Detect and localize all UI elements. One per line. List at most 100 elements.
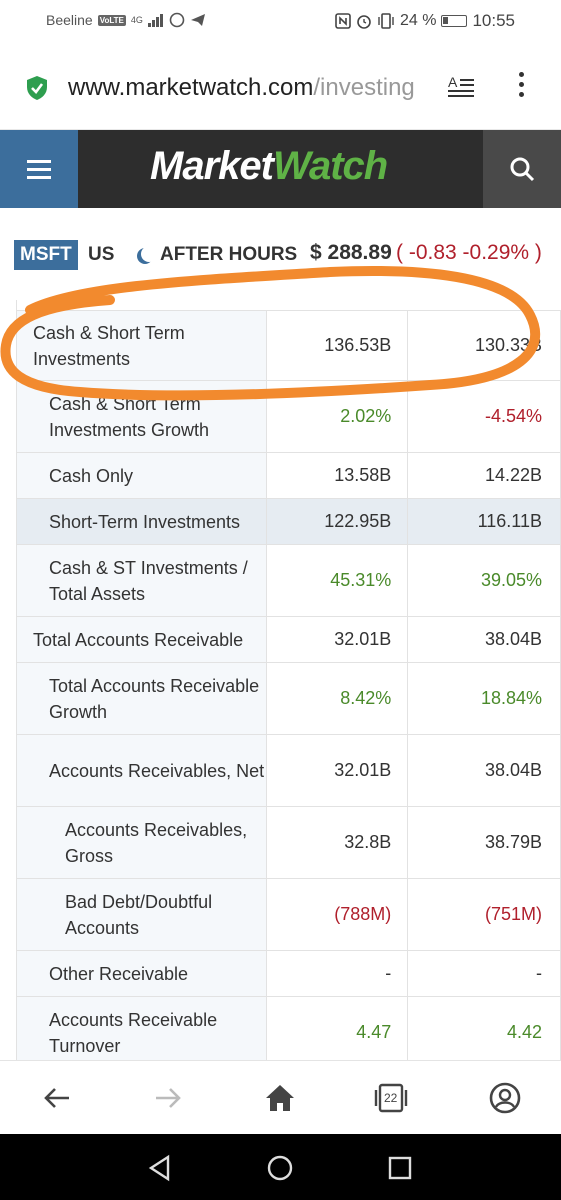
session-label: AFTER HOURS — [160, 244, 298, 265]
whatsapp-icon — [169, 12, 185, 28]
value-period-2: -4.54% — [407, 380, 561, 453]
clock: 10:55 — [472, 11, 515, 30]
battery-percent: 24 % — [399, 12, 437, 29]
ticker-exchange: US — [88, 244, 115, 265]
telegram-icon — [190, 14, 205, 26]
row-label: Accounts Receivables, Net — [16, 734, 267, 807]
browser-url-bar: www.marketwatch.com/investing A — [0, 44, 561, 130]
value-period-2: - — [407, 950, 561, 997]
value-period-1: 32.01B — [265, 616, 409, 663]
table-row: Cash & Short Term Investments Growth 2.02… — [16, 380, 561, 453]
tabs-icon — [374, 1083, 408, 1113]
browser-menu-icon[interactable] — [519, 72, 524, 97]
moon-icon — [141, 246, 157, 262]
status-left: Beeline VoLTE 4G — [46, 12, 206, 28]
value-period-2: 116.11B — [407, 498, 561, 545]
table-row: Total Accounts Receivable 32.01B 38.04B — [16, 616, 561, 663]
value-period-1: 2.02% — [265, 380, 409, 453]
value-period-1: 136.53B — [265, 310, 409, 381]
table-row: Short-Term Investments 122.95B 116.11B — [16, 498, 561, 545]
arrow-right-icon — [156, 1088, 181, 1108]
row-label: Cash & Short Term Investments — [16, 310, 267, 381]
value-period-1: 32.01B — [265, 734, 409, 807]
value-period-1: 8.42% — [265, 662, 409, 735]
system-back-icon[interactable] — [146, 1154, 174, 1182]
table-row: Bad Debt/Doubtful Accounts (788M) (751M) — [16, 878, 561, 951]
value-period-2: 38.04B — [407, 734, 561, 807]
search-button[interactable] — [483, 130, 561, 208]
table-row: Cash & ST Investments / Total Assets 45.3… — [16, 544, 561, 617]
row-label: Other Receivable — [16, 950, 267, 997]
url-domain: www.marketwatch.com — [68, 74, 314, 101]
table-row: Cash & Short Term Investments 136.53B 130.… — [16, 310, 561, 381]
financials-table: Cash & Short Term Investments 136.53B 130.… — [16, 310, 561, 1060]
table-row: Cash Only 13.58B 14.22B — [16, 452, 561, 499]
tab-count: 22 — [384, 1091, 398, 1105]
value-period-2: 18.84% — [407, 662, 561, 735]
value-period-2: 38.04B — [407, 616, 561, 663]
row-label: Total Accounts Receivable Growth — [16, 662, 267, 735]
value-period-2: 130.33B — [407, 310, 561, 381]
home-button[interactable] — [263, 1081, 297, 1115]
system-home-icon[interactable] — [266, 1154, 294, 1182]
volte-badge: VoLTE — [97, 14, 126, 26]
value-period-1: 122.95B — [265, 498, 409, 545]
tabs-button[interactable]: 22 — [374, 1081, 408, 1115]
value-period-2: (751M) — [407, 878, 561, 951]
search-icon — [510, 157, 535, 182]
alarm-icon — [357, 15, 371, 29]
ticker-price: $ 288.89 — [310, 241, 392, 264]
hamburger-menu-icon[interactable] — [0, 130, 78, 208]
browser-bottom-nav: 22 — [0, 1060, 561, 1134]
row-label: Accounts Receivables, Gross — [16, 806, 267, 879]
forward-button[interactable] — [151, 1081, 185, 1115]
url-field[interactable]: www.marketwatch.com/investing — [68, 74, 432, 102]
row-label: Bad Debt/Doubtful Accounts — [16, 878, 267, 951]
svg-text:A: A — [448, 74, 458, 90]
status-right: 24 % 10:55 — [335, 11, 515, 31]
ticker-bar: MSFT US AFTER HOURS $ 288.89 ( -0.83 -0.… — [0, 208, 561, 300]
row-label: Cash Only — [16, 452, 267, 499]
nfc-icon — [335, 13, 351, 29]
table-row: Accounts Receivables, Net 32.01B 38.04B — [16, 734, 561, 807]
logo-watch: Watch — [272, 144, 388, 188]
ticker-change: ( -0.83 -0.29% ) — [396, 241, 542, 264]
financials-table-container[interactable]: Cash & Short Term Investments 136.53B 130.… — [0, 300, 561, 1060]
reader-mode-icon[interactable]: A — [447, 74, 475, 100]
table-top-edge — [16, 300, 561, 310]
row-label: Total Accounts Receivable — [16, 616, 267, 663]
value-period-2: 38.79B — [407, 806, 561, 879]
value-period-1: 13.58B — [265, 452, 409, 499]
logo-market: Market — [150, 144, 274, 188]
battery-icon — [441, 15, 468, 27]
carrier-name: Beeline — [46, 12, 93, 28]
value-period-1: (788M) — [265, 878, 409, 951]
value-period-1: 45.31% — [265, 544, 409, 617]
value-period-2: 4.42 — [407, 996, 561, 1060]
row-label: Short-Term Investments — [16, 498, 267, 545]
table-row: Other Receivable - - — [16, 950, 561, 997]
network-type: 4G — [130, 15, 143, 25]
value-period-2: 39.05% — [407, 544, 561, 617]
row-label: Accounts Receivable Turnover — [16, 996, 267, 1060]
status-bar: Beeline VoLTE 4G 24 % 10:55 — [0, 0, 561, 44]
value-period-1: - — [265, 950, 409, 997]
system-recents-icon[interactable] — [386, 1154, 414, 1182]
row-label: Cash & Short Term Investments Growth — [16, 380, 267, 453]
ticker-symbol[interactable]: MSFT — [14, 240, 78, 270]
marketwatch-logo[interactable]: MarketWatch — [150, 144, 388, 189]
secure-shield-icon[interactable] — [25, 75, 49, 101]
table-row: Accounts Receivables, Gross 32.8B 38.79B — [16, 806, 561, 879]
value-period-1: 4.47 — [265, 996, 409, 1060]
profile-button[interactable] — [488, 1081, 522, 1115]
back-button[interactable] — [40, 1081, 74, 1115]
value-period-1: 32.8B — [265, 806, 409, 879]
table-row: Total Accounts Receivable Growth 8.42% 18.… — [16, 662, 561, 735]
signal-icon — [147, 14, 163, 27]
profile-icon — [489, 1082, 521, 1114]
url-path: /investing — [313, 74, 415, 101]
home-icon — [266, 1085, 294, 1111]
site-header: MarketWatch — [0, 130, 561, 208]
value-period-2: 14.22B — [407, 452, 561, 499]
vibrate-icon — [378, 13, 394, 29]
